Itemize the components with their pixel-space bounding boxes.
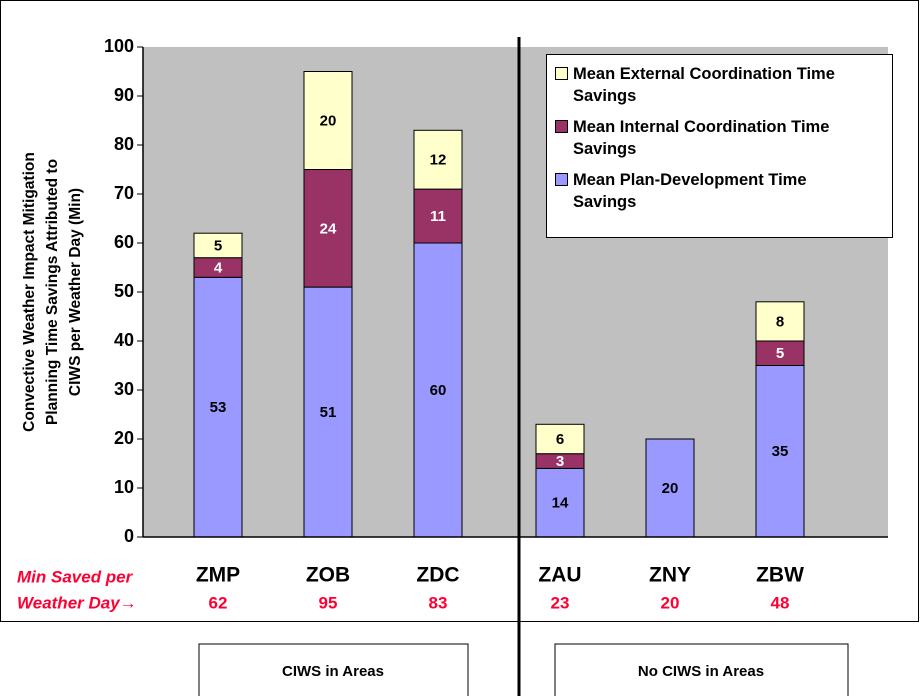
y-tick-label: 100 — [104, 36, 134, 56]
legend-label: Mean Internal Coordination Time Savings — [573, 118, 830, 158]
bar-segment — [193, 276, 243, 538]
legend-swatch — [555, 67, 568, 80]
bar-segment — [303, 286, 353, 538]
total-label: 83 — [429, 593, 448, 612]
x-tick-label: ZDC — [416, 564, 459, 587]
y-tick-label: 0 — [124, 526, 134, 546]
data-label: 24 — [320, 220, 337, 237]
legend-swatch — [555, 173, 568, 186]
y-tick-label: 90 — [114, 85, 134, 105]
bar-segment — [193, 232, 243, 259]
data-label: 8 — [776, 313, 784, 330]
x-tick-label: ZNY — [649, 564, 691, 587]
bar-segment — [413, 242, 463, 538]
x-tick-label: ZMP — [196, 564, 240, 587]
data-label: 12 — [430, 152, 447, 169]
total-label: 62 — [209, 593, 228, 612]
bar-segment — [535, 423, 585, 455]
data-label: 6 — [556, 431, 564, 448]
legend-label: Mean External Coordination Time Savings — [573, 65, 835, 105]
bar-segment — [303, 71, 353, 170]
data-label: 14 — [552, 495, 569, 512]
legend-swatch — [555, 120, 568, 133]
group-box — [198, 643, 469, 696]
legend-item: Mean Internal Coordination Time Savings — [555, 116, 886, 160]
group-box — [554, 643, 849, 696]
data-label: 53 — [210, 399, 227, 416]
y-tick-label: 50 — [114, 281, 134, 301]
data-label: 20 — [320, 112, 337, 129]
data-label: 4 — [214, 259, 223, 276]
total-label: 95 — [319, 593, 338, 612]
bar-segment — [755, 340, 805, 366]
data-label: 20 — [662, 480, 679, 497]
legend-label: Mean Plan-Development Time Savings — [573, 171, 807, 211]
legend-item: Mean External Coordination Time Savings — [555, 63, 886, 107]
data-label: 11 — [430, 208, 446, 225]
x-tick-label: ZOB — [306, 564, 350, 587]
y-tick-label: 20 — [114, 428, 134, 448]
chart-frame — [0, 0, 919, 622]
y-tick-label: 10 — [114, 477, 134, 497]
data-label: 35 — [772, 443, 789, 460]
legend-item: Mean Plan-Development Time Savings — [555, 169, 886, 213]
bar-segment — [413, 129, 463, 190]
totals-row-label: Weather Day→ — [17, 593, 137, 612]
x-tick-label: ZAU — [538, 564, 581, 587]
y-tick-label: 40 — [114, 330, 134, 350]
y-axis-label: CIWS per Weather Day (Min) — [67, 188, 84, 396]
x-tick-label: ZBW — [756, 564, 804, 587]
y-tick-label: 80 — [114, 134, 134, 154]
totals-row-label: Min Saved per — [17, 567, 134, 586]
group-label: CIWS in Areas — [282, 663, 384, 680]
bar-segment — [645, 438, 695, 538]
total-label: 23 — [551, 593, 570, 612]
y-axis-label: Planning Time Savings Attributed to — [44, 159, 61, 425]
y-tick-label: 60 — [114, 232, 134, 252]
bar-segment — [413, 188, 463, 244]
bar-segment — [755, 301, 805, 342]
legend: Mean External Coordination Time Savings M… — [546, 54, 893, 238]
data-label: 3 — [556, 453, 564, 470]
total-label: 48 — [771, 593, 790, 612]
y-axis-label: Convective Weather Impact Mitigation — [21, 152, 38, 432]
data-label: 5 — [214, 237, 222, 254]
group-label: No CIWS in Areas — [638, 663, 764, 680]
data-label: 60 — [430, 382, 447, 399]
data-label: 5 — [776, 345, 784, 362]
y-tick-label: 70 — [114, 183, 134, 203]
y-tick-label: 30 — [114, 379, 134, 399]
bar-segment — [535, 467, 585, 538]
total-label: 20 — [661, 593, 680, 612]
data-label: 51 — [320, 404, 337, 421]
